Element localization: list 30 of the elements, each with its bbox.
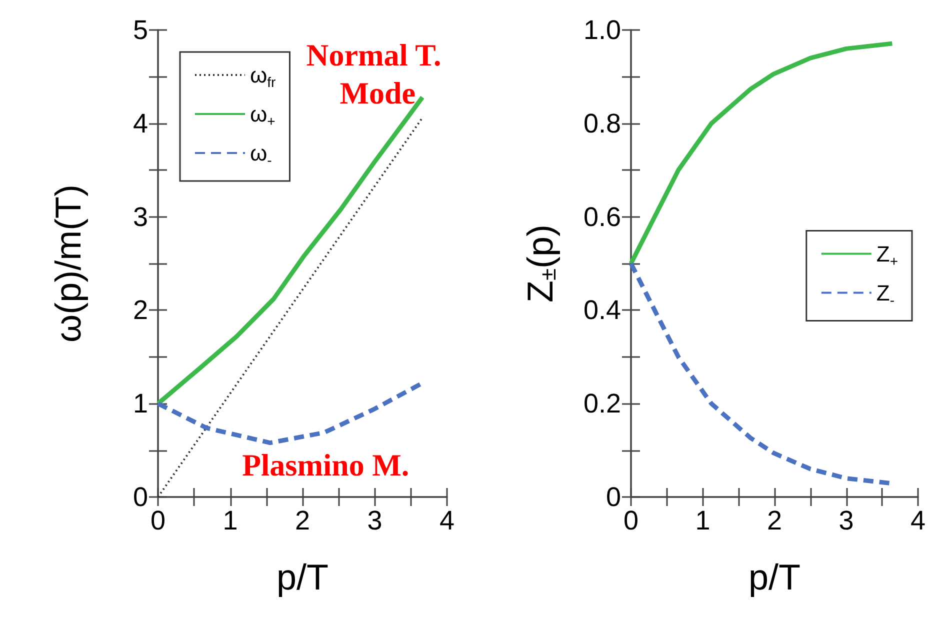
x-tick-label: 2: [294, 506, 310, 536]
x-axis-title: p/T: [276, 556, 329, 598]
legend-label: ω-: [250, 140, 272, 168]
y-tick-label: 1: [132, 388, 148, 419]
annotation: Plasmino M.: [242, 448, 410, 482]
y-tick-label: 0.8: [583, 108, 621, 138]
x-axis-title: p/T: [748, 556, 801, 598]
y-tick-label: 5: [132, 15, 148, 45]
y-axis-title: Z±(p): [520, 224, 560, 303]
y-tick-label: 3: [132, 202, 148, 232]
y-tick-label: 4: [132, 108, 148, 138]
x-tick-label: 3: [367, 506, 382, 536]
legend-label: ω+: [250, 102, 276, 129]
annotation: Normal T. Mode: [306, 38, 449, 110]
y-tick-label: 0.2: [583, 388, 621, 419]
x-tick-label: 1: [222, 506, 238, 536]
y-tick-label: 0.4: [583, 295, 621, 326]
y-tick-label: 0: [606, 482, 621, 512]
y-tick-label: 0.6: [583, 202, 621, 232]
y-tick-label: 2: [132, 295, 148, 326]
legend-label: Z-: [876, 280, 895, 308]
x-tick-label: 1: [695, 506, 710, 536]
x-tick-label: 4: [439, 506, 455, 536]
x-tick-label: 4: [910, 506, 926, 536]
y-axis-title: ω(p)/m(T): [48, 184, 88, 343]
legend-label: Z+: [876, 241, 898, 269]
y-tick-label: 1.0: [583, 15, 621, 45]
x-tick-label: 3: [838, 506, 854, 536]
y-tick-label: 0: [132, 482, 148, 512]
x-tick-label: 2: [766, 506, 782, 536]
